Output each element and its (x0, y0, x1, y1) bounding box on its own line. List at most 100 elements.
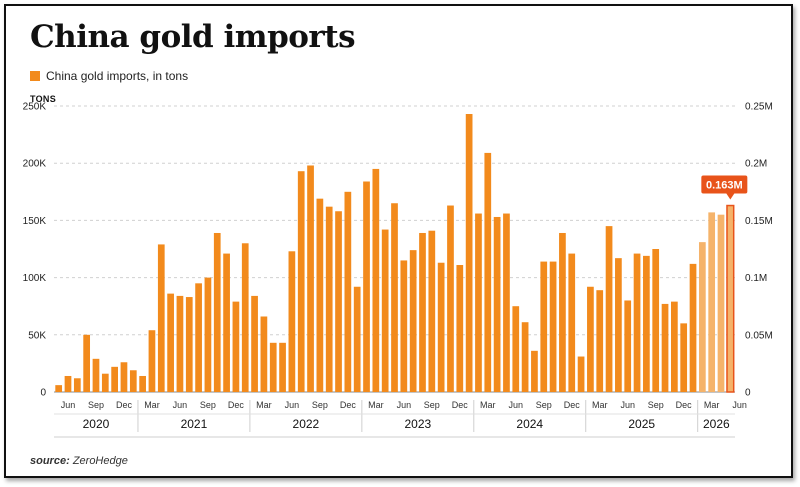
x-month-label: Mar (144, 400, 160, 410)
bar (400, 260, 408, 392)
bar (269, 342, 277, 392)
callout-pointer (726, 193, 735, 200)
bar (251, 295, 258, 392)
x-month-label: Sep (424, 400, 440, 410)
y-tick-label-right: 0.05M (745, 330, 773, 341)
legend-label: China gold imports, in tons (46, 69, 189, 83)
bar (624, 300, 632, 392)
x-month-label: Sep (312, 400, 328, 410)
bar (465, 114, 473, 393)
bar (689, 263, 697, 392)
x-month-label: Mar (704, 400, 720, 410)
bar (213, 232, 221, 392)
x-year-label: 2026 (703, 417, 730, 431)
callout-label: 0.163M (706, 180, 743, 192)
x-month-label: Jun (620, 400, 635, 410)
bar (129, 370, 137, 392)
bar (223, 253, 230, 392)
bar (671, 301, 678, 392)
y-tick-label-left: 250K (23, 102, 47, 113)
x-year-label: 2023 (404, 417, 431, 431)
bar (353, 286, 361, 392)
x-month-label: Dec (116, 400, 133, 410)
bar (577, 356, 585, 392)
y-tick-label-left: 50K (28, 330, 46, 341)
x-year-label: 2020 (83, 417, 110, 431)
bar (409, 250, 417, 392)
x-month-label: Mar (256, 400, 272, 410)
bar (288, 251, 296, 392)
bar (596, 290, 604, 392)
bar (447, 205, 454, 392)
bar (521, 322, 529, 392)
bar (428, 230, 436, 392)
x-month-label: Sep (536, 400, 552, 410)
bar (372, 168, 380, 392)
y-tick-label-left: 100K (23, 273, 47, 284)
x-month-label: Jun (397, 400, 412, 410)
bar (484, 152, 492, 392)
source-value: ZeroHedge (72, 455, 128, 467)
x-month-label: Jun (61, 400, 76, 410)
bar (475, 213, 482, 392)
x-year-label: 2025 (628, 417, 655, 431)
bar (633, 253, 641, 392)
y-tick-label-right: 0.1M (745, 273, 767, 284)
bar (325, 206, 333, 392)
bar (92, 358, 100, 392)
x-month-label: Jun (509, 400, 524, 410)
x-month-label: Dec (228, 400, 245, 410)
bar (176, 295, 184, 392)
bar (195, 283, 202, 392)
x-month-label: Dec (676, 400, 693, 410)
y-tick-label-right: 0 (745, 388, 751, 399)
x-month-label: Dec (340, 400, 357, 410)
bar (615, 258, 622, 392)
bar (419, 232, 426, 392)
bar (643, 255, 650, 392)
x-year-label: 2021 (181, 417, 208, 431)
bar (260, 316, 268, 392)
x-month-label: Dec (452, 400, 469, 410)
x-month-label: Dec (564, 400, 581, 410)
bar (661, 303, 669, 392)
bar (549, 261, 557, 392)
bar (605, 226, 613, 392)
bar (316, 198, 324, 392)
bar (204, 277, 212, 392)
x-month-label: Mar (480, 400, 496, 410)
callout-box (701, 175, 748, 194)
bar (139, 375, 146, 392)
legend-swatch (30, 71, 40, 81)
bar (232, 301, 240, 392)
bar (307, 165, 314, 392)
bar (120, 362, 128, 392)
bar (73, 378, 81, 392)
y-tick-label-right: 0.15M (745, 216, 773, 227)
bar (148, 330, 156, 392)
x-month-label: Sep (200, 400, 216, 410)
bar (64, 375, 72, 392)
x-year-label: 2022 (293, 417, 320, 431)
y-tick-label-right: 0.2M (745, 159, 767, 170)
bar (391, 203, 398, 392)
chart-title: China gold imports (30, 19, 356, 55)
x-month-label: Jun (285, 400, 300, 410)
bar (241, 243, 249, 392)
bar (279, 342, 286, 392)
source-note: source: ZeroHedge (30, 455, 128, 467)
source-label: source: (30, 455, 70, 467)
x-month-label: Mar (592, 400, 608, 410)
bar (531, 350, 538, 392)
x-year-label: 2024 (516, 417, 543, 431)
bar (503, 213, 510, 392)
legend: China gold imports, in tons (30, 69, 188, 83)
y-tick-label-left: 200K (23, 159, 47, 170)
bar (344, 191, 352, 392)
x-month-label: Sep (88, 400, 104, 410)
bar (381, 229, 389, 392)
bar (297, 171, 305, 392)
bar (185, 297, 193, 392)
x-month-label: Jun (732, 400, 747, 410)
